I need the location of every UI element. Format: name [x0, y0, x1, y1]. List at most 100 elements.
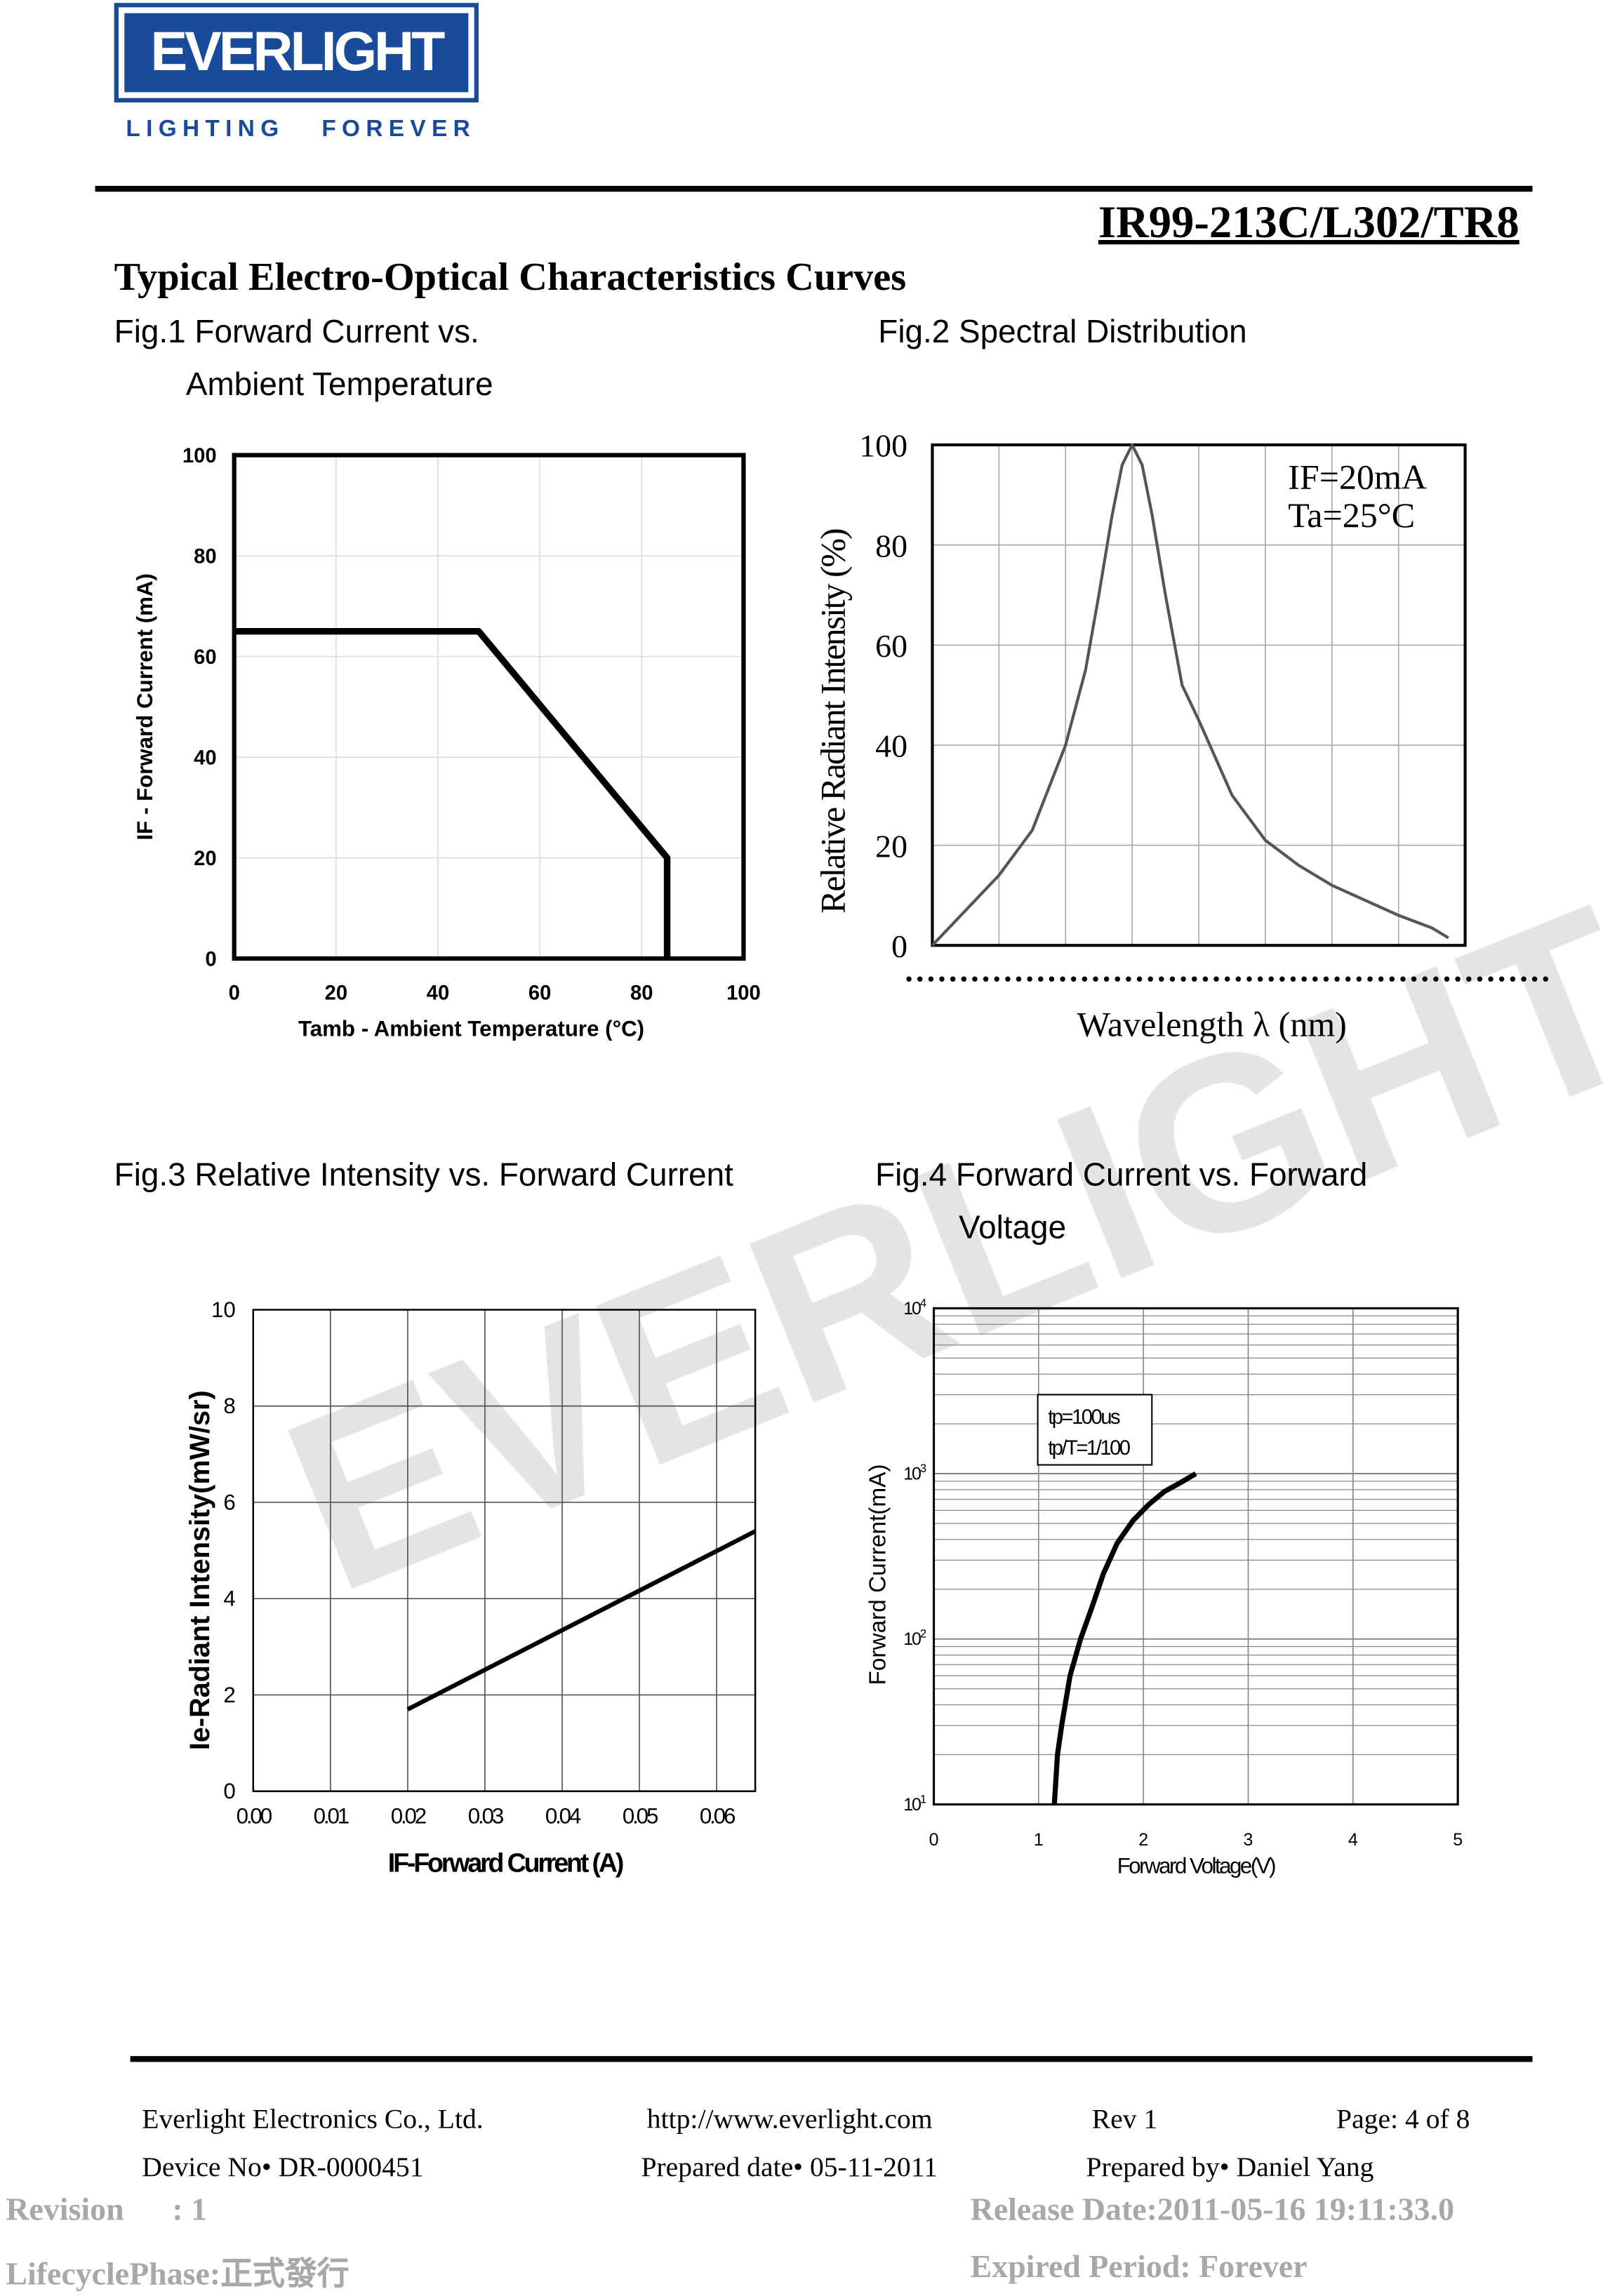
fig2-series-line — [931, 443, 1449, 947]
fig2-ytick-label: 20 — [875, 828, 907, 864]
fig3-xtick-label: 0.04 — [545, 1804, 581, 1829]
fig2-dotted-axis-dot — [1543, 976, 1549, 982]
fig1-xlabel: Tamb - Ambient Temperature (°C) — [298, 1017, 644, 1041]
logo-text: EVERLIGHT — [124, 13, 469, 93]
footer-rev: Rev 1 — [1091, 2104, 1158, 2135]
fig3-xtick-label: 0.00 — [237, 1804, 272, 1829]
fig1-xtick-label: 100 — [726, 982, 761, 1004]
fig1-ytick-label: 80 — [194, 546, 216, 568]
fig2-dotted-axis-dot — [1169, 976, 1176, 982]
fig3-series-line — [406, 1529, 757, 1711]
fig2-dotted-axis-dot — [1411, 976, 1417, 982]
fig2-dotted-axis-dot — [1268, 976, 1275, 982]
fig1-plot-frame — [232, 453, 746, 961]
fig2-dotted-axis-dot — [1301, 976, 1307, 982]
header-rule — [95, 185, 1533, 192]
fig4-ytick-label: 101 — [903, 1792, 926, 1814]
fig2-dotted-axis-dot — [1016, 976, 1022, 982]
fig4-ytick-label: 102 — [903, 1627, 926, 1649]
fig4-annotation-pulse: tp=100us — [1048, 1406, 1120, 1429]
fig2-dotted-axis-dot — [1103, 976, 1110, 982]
section-title: Typical Electro-Optical Characteristics … — [114, 254, 907, 299]
fig3-xtick-label: 0.05 — [623, 1804, 658, 1829]
fig2-dotted-axis-dot — [1422, 976, 1428, 982]
revision: Revision : 1 — [6, 2190, 208, 2228]
footer-device-no: Device No• DR-0000451 — [142, 2152, 424, 2184]
part-number: IR99-213C/L302/TR8 — [1098, 196, 1519, 248]
fig2-dotted-axis-dot — [1531, 976, 1538, 982]
fig2-dotted-axis-dot — [1147, 976, 1153, 982]
fig2-dotted-axis-dot — [1257, 976, 1263, 982]
everlight-logo: EVERLIGHT — [114, 3, 479, 102]
fig3-title: Fig.3 Relative Intensity vs. Forward Cur… — [114, 1156, 733, 1193]
fig2-annotation-current: IF=20mA — [1288, 458, 1427, 497]
fig2-dotted-axis-dot — [1180, 976, 1186, 982]
fig3-xlabel: IF-Forward Current (A) — [388, 1848, 623, 1877]
fig2-dotted-axis-dot — [1477, 976, 1483, 982]
fig3-ytick-label: 8 — [223, 1394, 235, 1418]
footer-page: Page: 4 of 8 — [1336, 2104, 1470, 2135]
footer-url[interactable]: http://www.everlight.com — [646, 2104, 933, 2135]
fig2-ytick-label: 40 — [875, 728, 907, 764]
fig2-dotted-axis-dot — [1115, 976, 1121, 982]
fig4-xtick-label: 1 — [1034, 1830, 1044, 1850]
fig2-dotted-axis-dot — [1312, 976, 1318, 982]
fig4-xtick-label: 3 — [1244, 1830, 1253, 1850]
fig1-ytick-label: 0 — [205, 948, 216, 970]
footer-prepared-date: Prepared date• 05-11-2011 — [641, 2152, 938, 2184]
fig2-dotted-axis-dot — [1246, 976, 1252, 982]
fig3-xtick-label: 0.02 — [391, 1804, 426, 1829]
fig2-dotted-axis-dot — [1444, 976, 1450, 982]
fig1-ytick-label: 20 — [194, 848, 216, 870]
fig1-xtick-label: 60 — [528, 982, 551, 1004]
fig3-ylabel: Ie-Radiant Intensity(mW/sr) — [185, 1390, 215, 1750]
footer-company: Everlight Electronics Co., Ltd. — [142, 2104, 484, 2135]
fig2-dotted-axis-dot — [1488, 976, 1493, 982]
fig4-title-line2: Voltage — [959, 1208, 1067, 1246]
fig2-dotted-axis-dot — [1049, 976, 1055, 982]
fig1-ytick-label: 40 — [194, 747, 216, 769]
fig2-dotted-axis-dot — [1367, 976, 1373, 982]
fig2-dotted-axis-dot — [1202, 976, 1209, 982]
fig2-dotted-axis-dot — [983, 976, 989, 982]
fig3-ytick-label: 0 — [223, 1779, 235, 1803]
fig3-ytick-label: 10 — [211, 1297, 236, 1322]
fig2-plot-frame — [931, 443, 1467, 947]
fig1-xtick-label: 40 — [427, 982, 449, 1004]
fig2-dotted-axis-dot — [917, 976, 923, 982]
fig3-xtick-label: 0.06 — [700, 1804, 736, 1829]
fig2-dotted-axis-dot — [1224, 976, 1230, 982]
fig4-xtick-label: 4 — [1348, 1830, 1358, 1850]
fig2-dotted-axis-dot — [1093, 976, 1098, 982]
fig2-ytick-label: 0 — [891, 928, 907, 964]
fig1-ytick-label: 60 — [194, 646, 216, 669]
fig4-xlabel: Forward Voltage(V) — [1117, 1853, 1275, 1878]
fig3-ytick-label: 2 — [223, 1683, 235, 1707]
fig4-series-line — [1051, 1471, 1197, 1805]
fig2-dotted-axis-dot — [1455, 976, 1461, 982]
fig2-dotted-axis-dot — [972, 976, 978, 982]
lifecycle-phase: LifecyclePhase:正式發行 — [6, 2255, 350, 2292]
fig1-ytick-label: 100 — [182, 445, 217, 467]
fig2-dotted-axis-dot — [1400, 976, 1406, 982]
fig2-dotted-axis-dot — [1510, 976, 1516, 982]
fig2-ytick-label: 60 — [875, 628, 907, 664]
fig1-title-line2: Ambient Temperature — [185, 366, 493, 403]
fig2-dotted-axis-dot — [950, 976, 956, 982]
fig4-xtick-label: 2 — [1138, 1830, 1148, 1850]
fig2-dotted-axis-dot — [1389, 976, 1395, 982]
fig2-dotted-axis-dot — [1070, 976, 1077, 982]
fig2-dotted-axis-dot — [906, 976, 912, 982]
fig2-xlabel: Wavelength λ (nm) — [1077, 1005, 1347, 1044]
fig2-dotted-axis-dot — [939, 976, 945, 982]
fig2-dotted-axis-dot — [1433, 976, 1439, 982]
fig2-dotted-axis-dot — [1498, 976, 1505, 982]
fig2-dotted-axis-dot — [1038, 976, 1044, 982]
fig2-dotted-axis-dot — [1082, 976, 1088, 982]
fig2-dotted-axis-dot — [1356, 976, 1362, 982]
fig3-ytick-label: 6 — [223, 1490, 235, 1514]
fig2-dotted-axis-dot — [928, 976, 934, 982]
fig2-ytick-label: 80 — [875, 528, 907, 563]
